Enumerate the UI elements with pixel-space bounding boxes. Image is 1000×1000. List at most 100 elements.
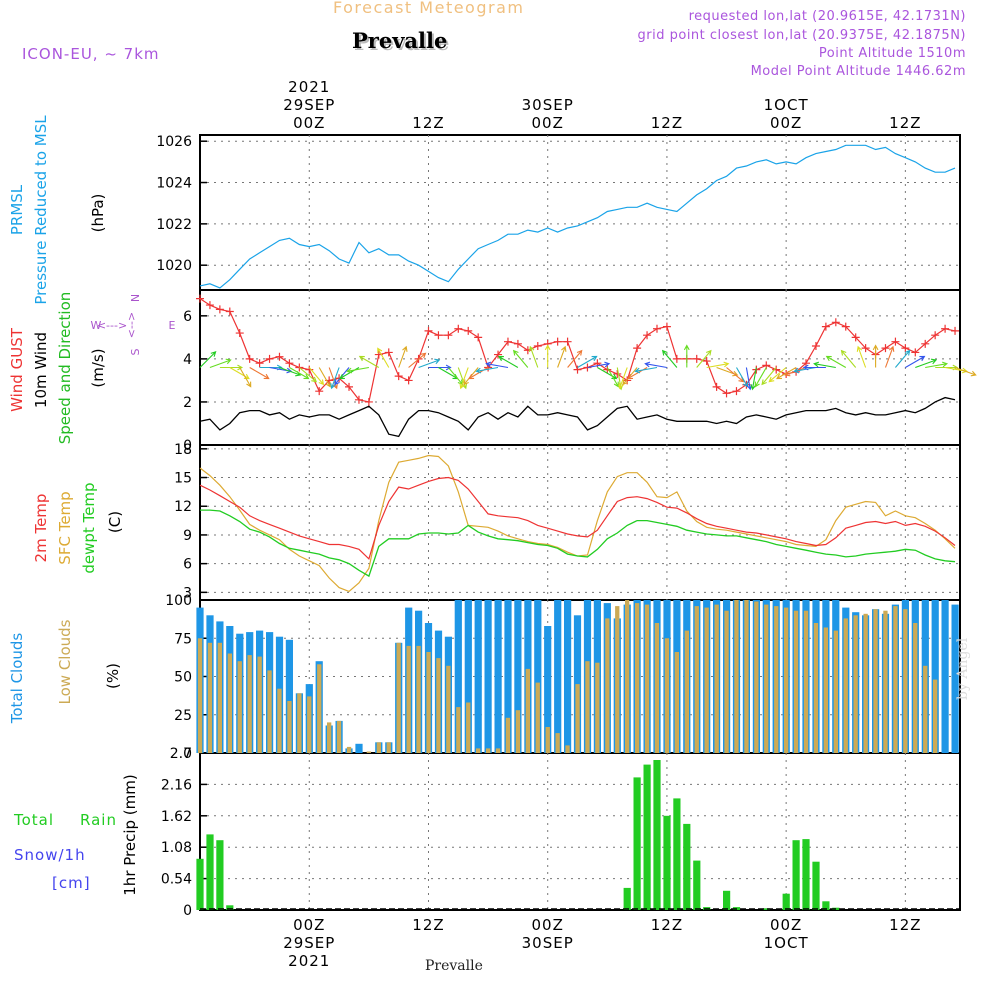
top-hour-label: 12Z — [651, 114, 683, 132]
y-tick-label: 1020 — [156, 258, 192, 274]
low-cloud-bar — [694, 606, 699, 753]
rain-bar — [196, 858, 204, 910]
total-cloud-bar — [474, 600, 482, 753]
rain-bar — [623, 887, 631, 910]
gust-point — [821, 322, 830, 331]
rain-bar — [653, 760, 661, 910]
low-cloud-bar — [893, 606, 898, 753]
total-cloud-bar — [931, 600, 939, 753]
panel-frame-0 — [199, 134, 961, 291]
footer-location: Prevalle — [425, 958, 483, 974]
gust-point — [345, 382, 354, 391]
gust-point — [424, 326, 433, 335]
rain-bar — [206, 834, 214, 910]
y-tick-label: 25 — [174, 708, 192, 724]
low-cloud-bar — [764, 604, 769, 753]
low-cloud-bar — [555, 733, 560, 753]
y-tick-label: 1.62 — [161, 809, 192, 825]
gust-point — [513, 339, 522, 348]
wind-direction-arrow — [567, 349, 583, 368]
rain-bar — [226, 905, 234, 910]
wind-direction-arrow — [249, 367, 270, 380]
gust-point — [205, 301, 214, 310]
wind-direction-arrow — [209, 358, 232, 369]
low-cloud-bar — [933, 679, 938, 753]
rain-bar — [802, 839, 810, 910]
top-date-label: 30SEP — [522, 96, 574, 114]
wind-direction-arrow — [954, 366, 977, 377]
low-cloud-bar — [605, 618, 610, 753]
wind-direction-arrow — [239, 367, 252, 388]
low-cloud-bar — [525, 668, 530, 753]
wind-direction-arrow — [813, 361, 836, 369]
gust-point — [523, 346, 532, 355]
bottom-hour-label: 12Z — [889, 916, 921, 934]
gust-point — [464, 326, 473, 335]
gust-point — [941, 324, 950, 333]
wind-direction-arrow — [398, 345, 408, 368]
wind-direction-arrow — [894, 349, 911, 368]
wind-direction-arrow — [199, 351, 217, 368]
low-cloud-bar — [505, 717, 511, 753]
rain-bar — [792, 840, 800, 910]
low-cloud-bar — [585, 661, 590, 753]
y-tick-label: 1024 — [156, 176, 192, 192]
requested-coords: requested lon,lat (20.9615E, 42.1731N) — [688, 9, 966, 24]
model-altitude: Model Point Altitude 1446.62m — [750, 64, 966, 79]
low-cloud-bar — [217, 642, 222, 753]
top-hour-label: 00Z — [770, 114, 802, 132]
pressure-title-2: Pressure Reduced to MSL — [32, 115, 50, 305]
low-cloud-bar — [833, 630, 838, 753]
gust-point — [494, 350, 503, 359]
clouds-unit: (%) — [104, 663, 122, 689]
gust-point — [315, 387, 324, 396]
meteogram-subtitle: Forecast Meteogram — [333, 0, 525, 17]
wind-direction-arrow — [683, 344, 690, 368]
low-cloud-bar — [396, 642, 401, 753]
wind-direction-arrow — [289, 367, 310, 380]
wind-direction-arrow — [634, 366, 658, 374]
gust-point — [702, 357, 711, 366]
wind-direction-arrow — [872, 344, 879, 368]
gust-point — [772, 365, 781, 374]
wind-dir-title: Speed and Direction — [56, 292, 74, 445]
low-cloud-bar — [366, 751, 371, 753]
low-cloud-bar — [257, 656, 262, 753]
gust-point — [354, 395, 363, 404]
top-year-label: 2021 — [288, 78, 330, 96]
compass-arrow: <--> — [125, 312, 138, 338]
top-hour-label: 12Z — [412, 114, 444, 132]
total-cloud-bar — [484, 600, 492, 753]
wind-unit: (m/s) — [89, 348, 107, 387]
low-cloud-bar — [495, 748, 501, 753]
wind-direction-arrow — [298, 367, 318, 383]
gust-point — [881, 344, 890, 353]
gust-point — [811, 341, 820, 350]
wind-direction-arrow — [726, 367, 745, 383]
low-cloud-bar — [615, 606, 620, 753]
sfc-temp-title: SFC Temp — [56, 491, 74, 564]
low-cloud-bar — [853, 615, 858, 753]
low-cloud-bar — [774, 606, 779, 753]
gust-point — [553, 337, 562, 346]
gust-point — [474, 333, 483, 342]
gust-point — [265, 354, 274, 363]
low-cloud-bar — [595, 662, 600, 753]
gust-point — [652, 324, 661, 333]
gust-point — [901, 344, 910, 353]
low-cloud-bar — [406, 645, 411, 753]
y-tick-label: 75 — [174, 631, 192, 647]
wind-direction-arrow — [330, 367, 340, 390]
credit-watermark: by Angel — [955, 637, 971, 700]
compass-e: E — [169, 319, 176, 332]
wind-direction-arrow — [577, 355, 598, 368]
low-cloud-bar — [476, 748, 481, 753]
low-cloud-bar — [416, 645, 421, 753]
gust-point — [613, 369, 622, 378]
wind-direction-arrow — [408, 352, 427, 368]
bottom-hour-label: 12Z — [412, 916, 444, 934]
rain-bar — [723, 890, 731, 910]
low-cloud-bar — [247, 655, 252, 753]
low-cloud-bar — [734, 600, 739, 753]
